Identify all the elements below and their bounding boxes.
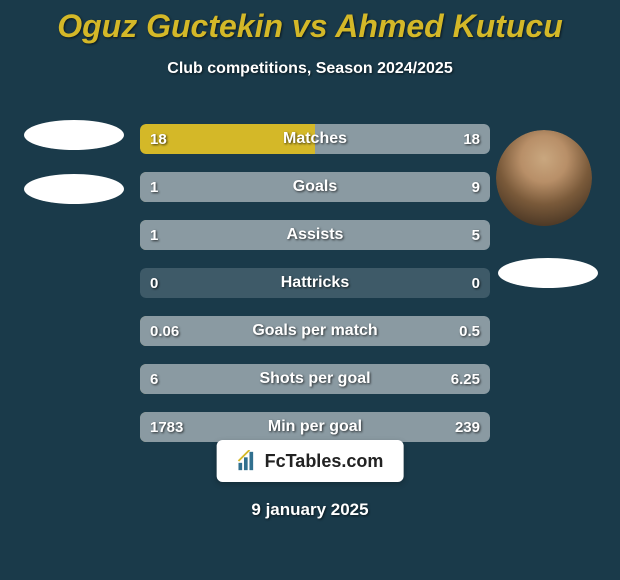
stat-row: 1783239Min per goal — [140, 412, 490, 442]
stat-label: Assists — [140, 220, 490, 250]
stat-label: Goals per match — [140, 316, 490, 346]
subtitle: Club competitions, Season 2024/2025 — [0, 60, 620, 78]
comparison-card: Oguz Guctekin vs Ahmed Kutucu Club compe… — [0, 0, 620, 580]
club-badge-left-2 — [24, 174, 124, 204]
stat-label: Shots per goal — [140, 364, 490, 394]
avatar-right — [496, 130, 592, 226]
stat-row: 1818Matches — [140, 124, 490, 154]
logo-badge: FcTables.com — [217, 440, 404, 482]
stat-label: Min per goal — [140, 412, 490, 442]
club-badge-right — [498, 258, 598, 288]
avatar-right-image — [496, 130, 592, 226]
stat-row: 66.25Shots per goal — [140, 364, 490, 394]
club-badge-left-1 — [24, 120, 124, 150]
stat-row: 15Assists — [140, 220, 490, 250]
stats-panel: 1818Matches 19Goals 15Assists 00Hattricks 0.… — [140, 124, 490, 460]
stat-row: 0.060.5Goals per match — [140, 316, 490, 346]
stat-label: Hattricks — [140, 268, 490, 298]
page-title: Oguz Guctekin vs Ahmed Kutucu — [0, 8, 620, 45]
stat-label: Goals — [140, 172, 490, 202]
chart-icon — [237, 450, 259, 472]
date-text: 9 january 2025 — [0, 500, 620, 520]
stat-label: Matches — [140, 124, 490, 154]
logo-text: FcTables.com — [265, 451, 384, 472]
stat-row: 19Goals — [140, 172, 490, 202]
stat-row: 00Hattricks — [140, 268, 490, 298]
